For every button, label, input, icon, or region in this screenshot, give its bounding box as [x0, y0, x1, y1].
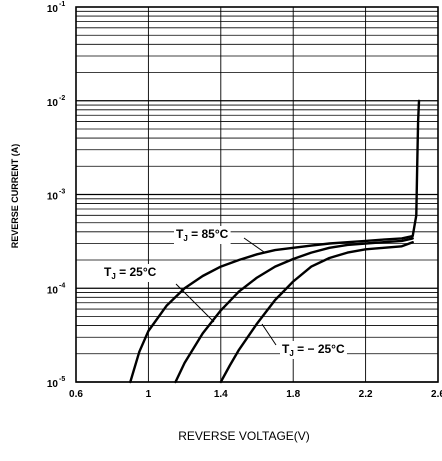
y-tick-label: 10	[47, 98, 59, 109]
y-tick-exponent: -1	[59, 1, 65, 8]
series-label-2: TJ = − 25°C	[282, 342, 345, 358]
x-tick-label: 2.6	[431, 389, 442, 400]
series-label-leader	[175, 283, 215, 323]
series-label-bg	[280, 341, 347, 359]
series-label-0: TJ = 85°C	[176, 227, 229, 243]
y-tick-label: 10	[47, 4, 59, 15]
y-tick-label: 10	[47, 285, 59, 296]
y-tick-exponent: -2	[59, 95, 65, 102]
y-tick-exponent: -5	[59, 376, 65, 383]
series-label-1: TJ = 25°C	[104, 265, 157, 281]
tick-labels: 0.611.41.82.22.610-110-210-310-410-5	[47, 1, 442, 400]
x-axis-title: REVERSE VOLTAGE(V)	[178, 429, 310, 443]
y-tick-exponent: -3	[59, 189, 65, 196]
series-label-bg	[174, 226, 231, 244]
series-label-leader	[243, 237, 265, 253]
plot-frame	[75, 6, 439, 383]
x-tick-label: 0.6	[69, 389, 83, 400]
y-tick-exponent: -4	[59, 282, 65, 289]
series-line-2	[219, 241, 414, 384]
series-line-0	[129, 99, 421, 384]
y-tick-label: 10	[47, 192, 59, 203]
x-tick-label: 1	[146, 389, 152, 400]
series-layer	[129, 99, 421, 384]
y-axis-title: REVERSE CURRENT (A)	[10, 144, 20, 249]
series-label-bg	[102, 264, 159, 282]
x-tick-label: 1.4	[214, 389, 228, 400]
x-tick-label: 1.8	[286, 389, 300, 400]
y-tick-label: 10	[47, 379, 59, 390]
grid	[76, 7, 438, 383]
x-tick-label: 2.2	[359, 389, 373, 400]
series-label-leader	[261, 323, 277, 346]
series-line-1	[174, 237, 414, 384]
series-labels: TJ = 85°C TJ = 25°C TJ = − 25°C	[102, 226, 347, 359]
